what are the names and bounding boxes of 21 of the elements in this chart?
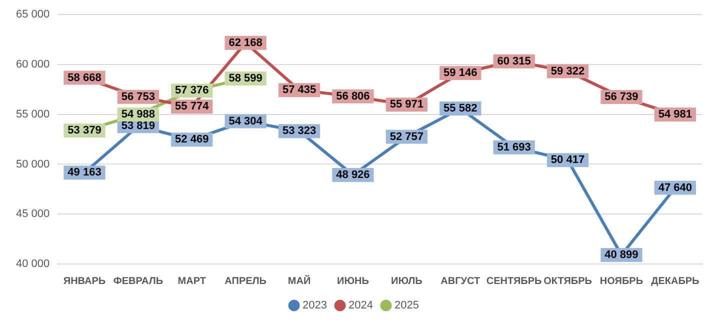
x-tick-label: ИЮНЬ (337, 276, 369, 287)
x-tick-label: АВГУСТ (440, 276, 480, 287)
x-tick-label: ДЕКАБРЬ (651, 276, 700, 287)
x-tick-label: СЕНТЯБРЬ (486, 276, 542, 287)
x-tick-label: ФЕВРАЛЬ (113, 276, 164, 287)
y-tick-label: 55 000 (16, 108, 50, 120)
legend-label: 2024 (348, 300, 373, 312)
y-tick-label: 45 000 (16, 208, 50, 220)
y-tick-label: 40 000 (16, 258, 50, 270)
legend-label: 2023 (302, 300, 328, 312)
x-tick-label: МАЙ (288, 274, 311, 287)
y-tick-label: 65 000 (16, 8, 50, 21)
x-tick-label: НОЯБРЬ (600, 276, 644, 287)
x-tick-label: ЯНВАРЬ (63, 276, 106, 287)
x-tick-label: ОКТЯБРЬ (544, 276, 592, 287)
y-tick-label: 50 000 (16, 158, 50, 170)
legend-label: 2025 (394, 300, 419, 312)
x-tick-label: АПРЕЛЬ (224, 276, 266, 287)
y-tick-label: 60 000 (16, 58, 50, 71)
x-tick-label: ИЮЛЬ (391, 276, 422, 287)
x-tick-label: МАРТ (178, 276, 206, 287)
